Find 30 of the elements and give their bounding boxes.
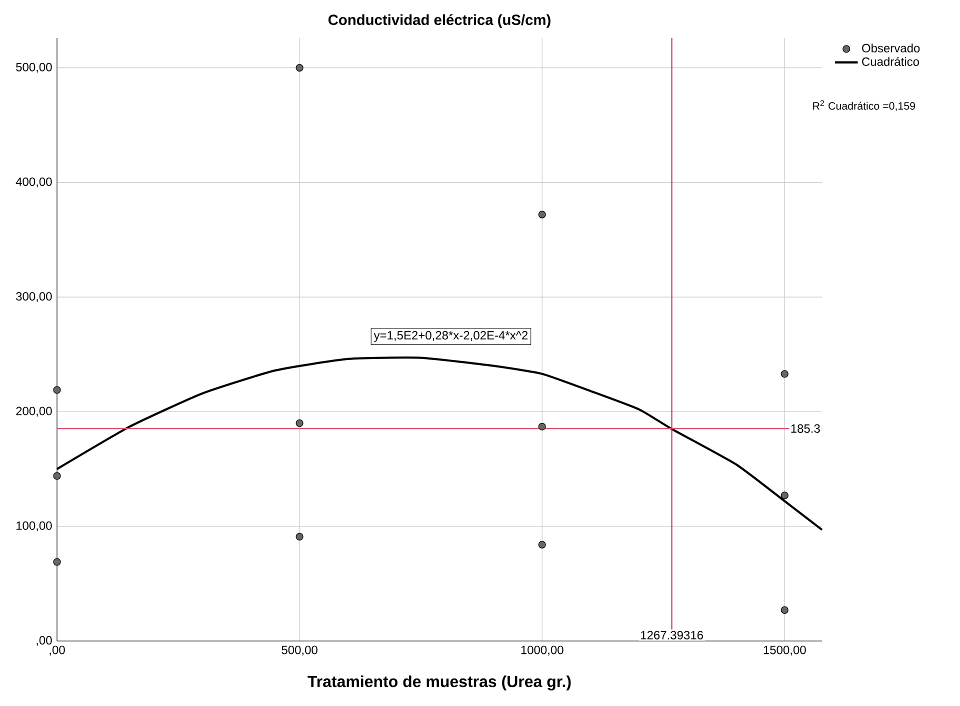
y-tick-label: ,00 bbox=[36, 636, 52, 646]
x-tick-label: 500,00 bbox=[282, 646, 318, 656]
y-tick-label: 300,00 bbox=[16, 292, 52, 302]
ref-line-label: 1267.39316 bbox=[641, 630, 703, 640]
y-tick-label: 200,00 bbox=[16, 406, 52, 417]
point bbox=[780, 370, 788, 378]
point bbox=[538, 210, 546, 218]
y-tick-label: 400,00 bbox=[16, 177, 52, 188]
point bbox=[53, 386, 61, 394]
x-tick-label: 1000,00 bbox=[521, 646, 564, 656]
x-axis-title: Tratamiento de muestras (Urea gr.) bbox=[308, 675, 571, 690]
point bbox=[538, 540, 546, 548]
annotation: y=1,5E2+0,28*x-2,02E-4*x^2 bbox=[374, 331, 528, 342]
y-tick-label: 100,00 bbox=[16, 521, 52, 532]
point bbox=[538, 422, 546, 430]
chart-title: Conductividad eléctrica (uS/cm) bbox=[328, 14, 550, 28]
point bbox=[296, 419, 304, 427]
ref-line-label: 185.3 bbox=[791, 424, 820, 433]
legend-label: Observado bbox=[862, 44, 920, 52]
point bbox=[53, 472, 61, 480]
legend-label: Cuadrático bbox=[862, 56, 919, 66]
point bbox=[296, 64, 304, 72]
point bbox=[296, 532, 304, 540]
annotation: R$^{2}$ Cuadrático =0,159 bbox=[813, 100, 915, 111]
point bbox=[780, 606, 788, 614]
point bbox=[780, 492, 788, 500]
point bbox=[53, 558, 61, 566]
y-tick-label: 500,00 bbox=[16, 62, 52, 73]
x-tick-label: 1500,00 bbox=[764, 646, 806, 656]
x-tick-label: ,00 bbox=[50, 646, 65, 656]
